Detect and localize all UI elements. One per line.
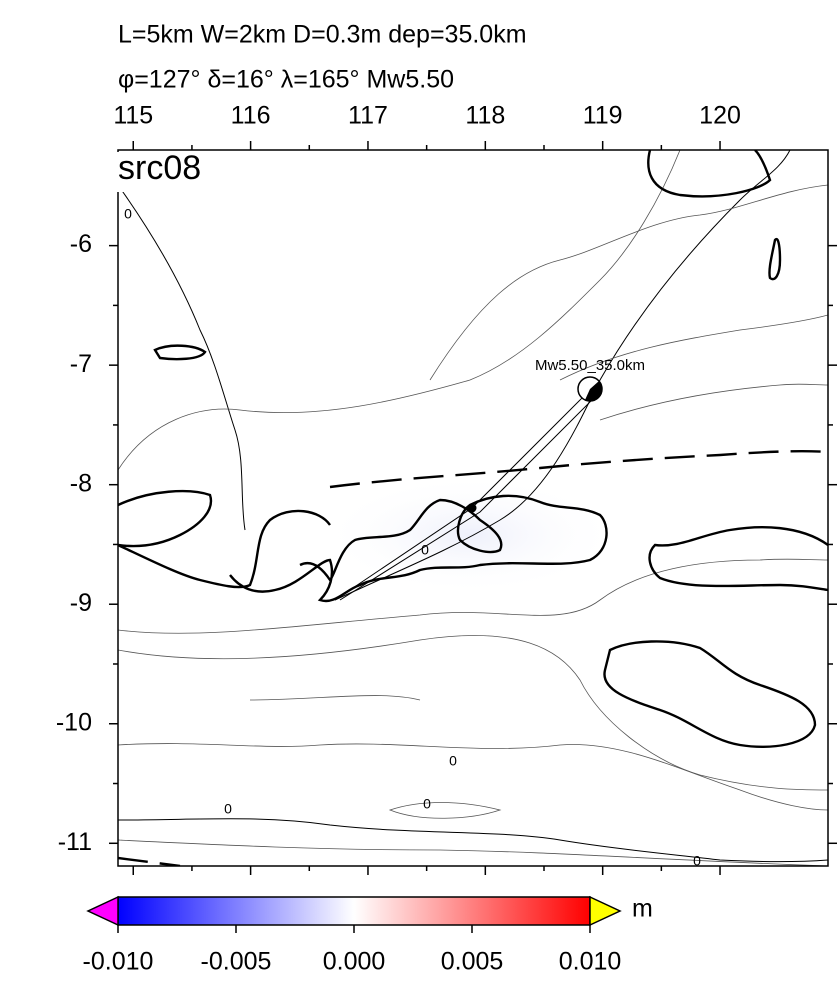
contour-label: 0: [421, 542, 429, 558]
y-tick-label: -11: [58, 828, 92, 856]
colorbar-tick-label: 0.010: [559, 948, 622, 976]
contour: [118, 839, 828, 866]
trench-line: [329, 449, 828, 489]
header-line1: L=5km W=2km D=0.3m dep=35.0km: [118, 21, 527, 49]
contour: [647, 150, 772, 198]
contour: [118, 489, 213, 548]
contour-label: 0: [449, 753, 457, 769]
y-tick-label: -7: [70, 350, 92, 378]
colorbar-tick-label: 0.000: [323, 948, 386, 976]
y-tick-label: -9: [70, 589, 92, 617]
trench-line: [118, 856, 181, 866]
colorbar-tick-label: -0.005: [201, 948, 272, 976]
contour: [229, 494, 608, 603]
contour-label: 0: [423, 796, 431, 812]
colorbar-over: [589, 895, 622, 927]
contour: [118, 743, 828, 811]
beachball-quadrant: [585, 381, 603, 402]
contour-label: 0: [224, 801, 232, 817]
contour: [118, 818, 828, 862]
contour: [153, 344, 207, 361]
y-tick-label: -10: [56, 708, 92, 736]
contour: [429, 184, 828, 381]
colorbar: [117, 896, 591, 926]
source-label: src08: [118, 149, 201, 187]
contour-label: 0: [693, 853, 701, 869]
colorbar-tick-label: -0.010: [83, 948, 154, 976]
colorbar-tick-label: 0.005: [441, 948, 504, 976]
contour: [768, 237, 782, 281]
x-tick-label: 120: [699, 102, 741, 130]
y-tick-label: -6: [70, 230, 92, 258]
contour: [559, 314, 828, 381]
fault-endpoint: [467, 503, 477, 513]
label-box: [114, 152, 222, 192]
colorbar-under: [86, 895, 119, 927]
contour: [118, 150, 681, 471]
map-frame: [117, 149, 829, 867]
colorbar-unit: m: [632, 895, 653, 923]
contour: [388, 802, 502, 819]
x-tick-label: 118: [465, 102, 505, 130]
x-tick-label: 115: [113, 102, 153, 130]
displacement-shade: [320, 475, 620, 595]
contour: [648, 526, 828, 592]
contour: [118, 509, 331, 589]
x-tick-label: 119: [583, 102, 623, 130]
contour: [118, 635, 828, 791]
contour-label: 0: [124, 206, 132, 222]
contour: [118, 184, 246, 531]
contour: [599, 383, 828, 421]
contour: [249, 695, 421, 701]
x-tick-label: 116: [231, 102, 271, 130]
contour: [118, 558, 828, 634]
contour-field: Mw5.50_35.0km 0 0 0 0 0 0: [118, 150, 828, 869]
event-label: Mw5.50_35.0km: [535, 357, 645, 374]
y-tick-label: -8: [70, 469, 92, 497]
x-tick-label: 117: [348, 102, 388, 130]
header-line2: φ=127° δ=16° λ=165° Mw5.50: [118, 66, 454, 94]
contour: [603, 640, 817, 748]
